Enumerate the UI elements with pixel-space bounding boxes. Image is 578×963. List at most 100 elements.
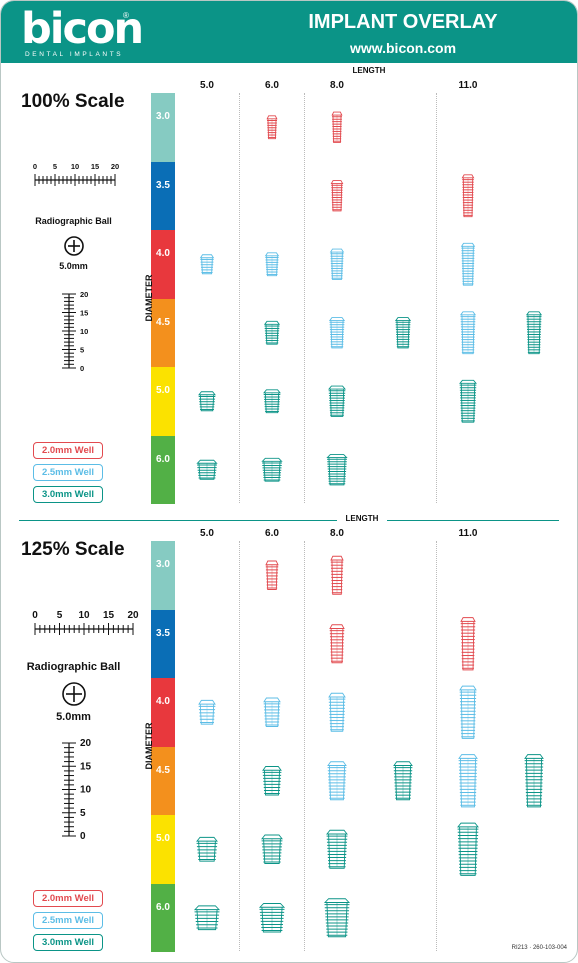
implant-collar (524, 754, 544, 759)
diameter-column: 3.0 3.5 4.0 4.5 5.0 6.0 (151, 93, 175, 504)
length-header: 5.0 (200, 528, 214, 539)
implant-collar (323, 898, 351, 903)
diameter-cell-3-5: 3.5 (151, 161, 175, 230)
ruler-tick-label: 0 (80, 831, 86, 842)
column-separator (304, 93, 305, 503)
implant-body (199, 394, 215, 412)
implant-body (196, 909, 218, 931)
ruler-tick-label: 20 (111, 162, 119, 171)
implant-collar (393, 761, 413, 766)
implant-d3-5-l8-0 (330, 180, 344, 212)
length-header: 11.0 (458, 80, 478, 91)
implant-collar (329, 624, 345, 629)
length-header: 8.0 (330, 528, 344, 539)
column-separator (304, 541, 305, 951)
implant-d4-0-l5-0 (198, 699, 216, 725)
implant-collar (328, 317, 346, 321)
ruler-tick-label: 15 (91, 162, 99, 171)
implant-body (201, 257, 213, 275)
implant-d3-5-l11-0 (461, 174, 475, 218)
implant-d4-5-l6-0 (262, 766, 282, 796)
ruler-tick-label: 10 (78, 610, 90, 621)
implant-d4-5-l11-0 (525, 311, 543, 355)
part-code: RI213 · 260-103-004 (511, 945, 567, 951)
implant-body (264, 701, 280, 727)
implant-d5-0-l5-0 (196, 836, 218, 862)
implant-d5-0-l5-0 (198, 391, 216, 412)
implant-d6-0-l8-0 (326, 454, 348, 486)
legend-well-2-0: 2.0mm Well (33, 442, 103, 459)
implant-d6-0-l5-0 (193, 905, 221, 931)
implant-collar (328, 385, 346, 390)
ruler-tick-label: 20 (80, 290, 88, 299)
column-separator (436, 541, 437, 951)
implant-d3-0-l8-0 (330, 555, 344, 595)
ruler-tick-label: 20 (127, 610, 139, 621)
implant-body (266, 564, 278, 590)
ruler-tick-label: 5 (57, 610, 63, 621)
section-100-scale: 100% Scale LENGTH 5.0 6.0 8.0 11.0 3.0 3.5 4.0 4.… (1, 63, 577, 511)
implant-collar (263, 697, 281, 703)
implant-d4-0-l6-0 (264, 252, 280, 277)
implant-d4-5-l11-0 (459, 311, 477, 355)
implant-collar (328, 692, 346, 698)
ball-circle (62, 682, 86, 706)
length-header: 8.0 (330, 80, 344, 91)
diameter-cell-3-0: 3.0 (151, 93, 175, 162)
radiographic-ball-icon (62, 682, 86, 706)
implant-collar (258, 903, 286, 908)
implant-d4-0-l5-0 (199, 254, 215, 275)
length-header: 5.0 (200, 80, 214, 91)
implant-collar (263, 320, 281, 325)
column-separator (436, 93, 437, 503)
ruler-tick-label: 0 (32, 610, 38, 621)
legend-well-3-0: 3.0mm Well (33, 934, 103, 951)
diameter-cell-5-0: 5.0 (151, 815, 175, 884)
implant-collar (329, 248, 345, 253)
ball-label: Radiographic Ball (35, 216, 112, 226)
website-url: www.bicon.com (349, 40, 457, 56)
implant-collar (525, 311, 543, 316)
ruler-tick-label: 10 (71, 162, 79, 171)
horizontal-ruler: 0 5 10 15 20 (33, 162, 119, 186)
length-header: 11.0 (458, 528, 478, 539)
implant-body (264, 392, 280, 414)
implant-collar (261, 457, 283, 462)
implant-d5-0-l8-0 (326, 829, 348, 869)
implant-body (199, 704, 215, 725)
implant-d5-0-l6-0 (263, 389, 281, 414)
header-bar: bicon ® DENTAL IMPLANTS IMPLANT OVERLAY … (1, 1, 577, 63)
implant-d4-5-l11-0 (458, 754, 478, 808)
section-divider (19, 520, 559, 521)
length-title: LENGTH (352, 66, 386, 75)
radiographic-ball-icon (64, 236, 84, 256)
implant-body (263, 770, 281, 796)
implant-d3-5-l8-0 (329, 624, 345, 664)
implant-collar (198, 699, 216, 705)
implant-d4-5-l11-0 (524, 754, 544, 808)
vertical-ruler: 20 15 10 5 0 (62, 290, 88, 373)
implant-d4-5-l6-0 (263, 320, 281, 345)
implant-collar (331, 111, 343, 116)
implant-grid (196, 111, 543, 486)
ruler-tick-label: 10 (80, 327, 88, 336)
implant-collar (461, 174, 475, 179)
implant-d6-0-l5-0 (196, 459, 218, 480)
implant-collar (196, 459, 218, 464)
logo-subtitle: DENTAL IMPLANTS (25, 51, 124, 58)
implant-body (198, 841, 216, 862)
registered-mark: ® (123, 11, 129, 20)
ruler-tick-label: 5 (80, 808, 86, 819)
implant-d6-0-l6-0 (258, 903, 286, 933)
diameter-cell-6-0: 6.0 (151, 883, 175, 952)
diameter-column: 3.0 3.5 4.0 4.5 5.0 6.0 (151, 541, 175, 952)
legend-well-2-5: 2.5mm Well (33, 464, 103, 481)
bicon-logo: bicon (21, 4, 144, 54)
implant-collar (460, 242, 476, 247)
implant-d3-0-l8-0 (331, 111, 343, 143)
scale-title: 100% Scale (21, 91, 125, 112)
implant-collar (262, 766, 282, 771)
implant-collar (330, 180, 344, 184)
diameter-cell-4-0: 4.0 (151, 230, 175, 299)
